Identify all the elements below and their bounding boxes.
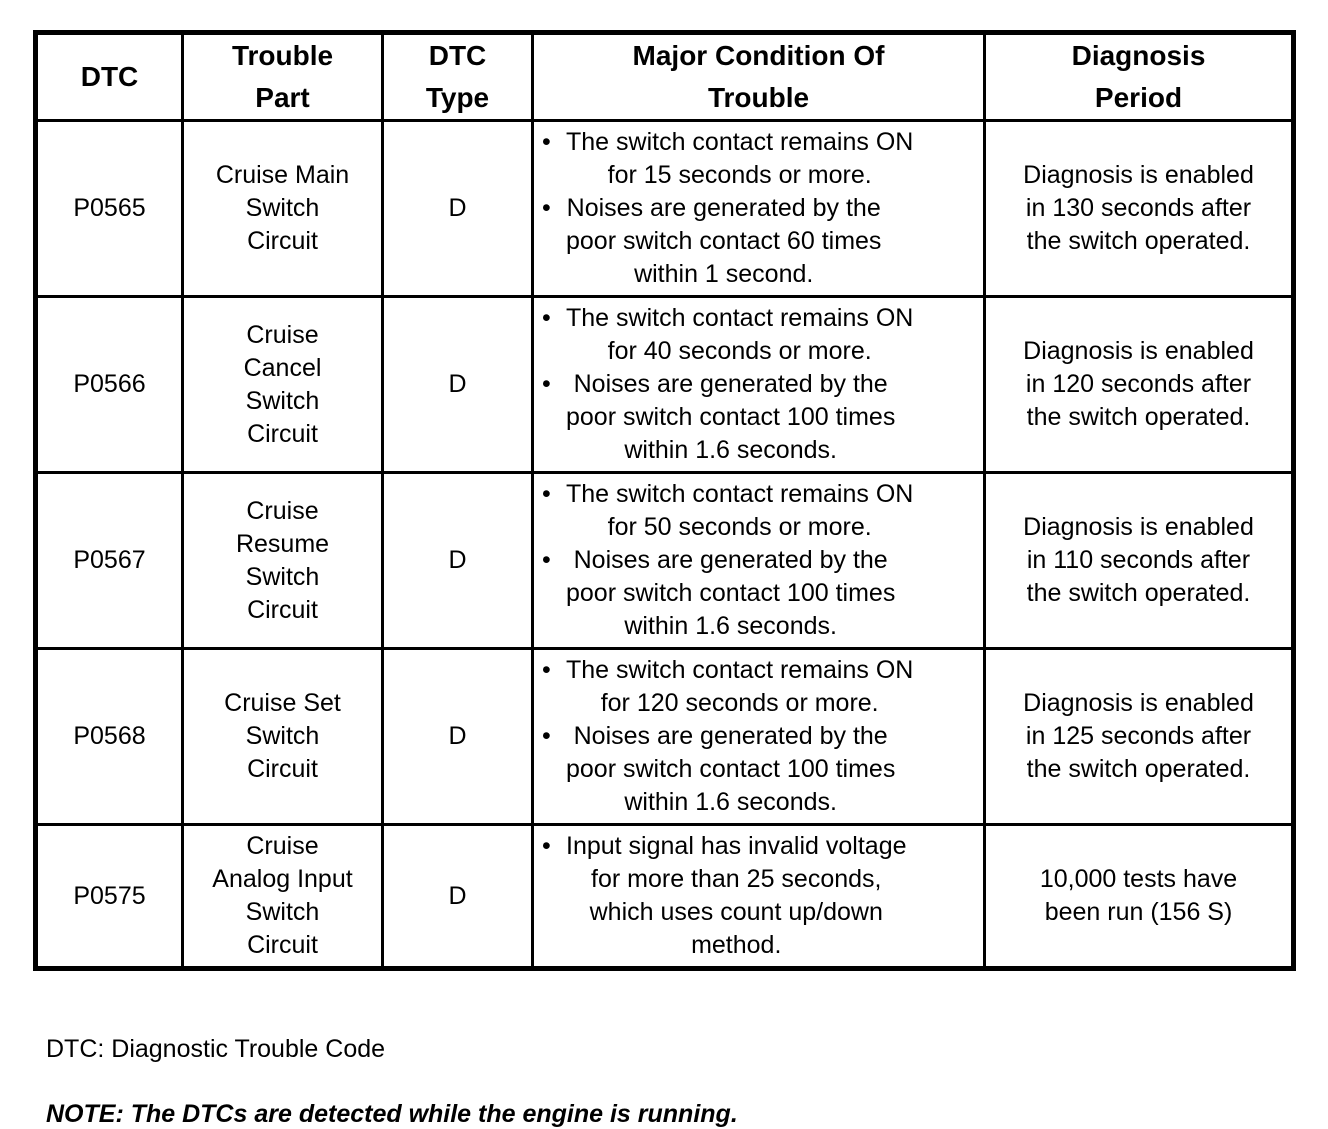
footnotes: DTC: Diagnostic Trouble Code NOTE: The D… [46, 1035, 1295, 1129]
bullet-icon: • [542, 128, 551, 156]
condition-item: • Noises are generated by the poor switc… [540, 544, 977, 643]
diagnosis-period: Diagnosis is enabled in 125 seconds afte… [983, 647, 1295, 826]
condition-text: Noises are generated by the poor switch … [566, 722, 896, 816]
dtc-code: P0567 [34, 471, 184, 650]
condition-item: • Noises are generated by the poor switc… [540, 192, 977, 291]
dtc-code: P0566 [34, 295, 184, 474]
dtc-type: D [381, 823, 534, 970]
condition-text: Noises are generated by the poor switch … [566, 546, 896, 640]
condition-text: The switch contact remains ON for 40 sec… [566, 304, 914, 365]
dtc-type: D [381, 295, 534, 474]
bullet-icon: • [542, 832, 551, 860]
bullet-icon: • [542, 546, 551, 574]
condition-text: Noises are generated by the poor switch … [566, 370, 896, 464]
condition-text: The switch contact remains ON for 15 sec… [566, 128, 914, 189]
condition-text: Input signal has invalid voltage for mor… [566, 832, 907, 959]
dtc-table: DTC Trouble Part DTC Type Major Conditio… [33, 30, 1296, 971]
dtc-type: D [381, 471, 534, 650]
table-row: P0566 Cruise Cancel Switch Circuit D • T… [34, 295, 1295, 474]
table-row: P0567 Cruise Resume Switch Circuit D • T… [34, 471, 1295, 650]
trouble-conditions: • The switch contact remains ON for 40 s… [531, 295, 986, 474]
condition-text: The switch contact remains ON for 120 se… [566, 656, 914, 717]
trouble-part: Cruise Cancel Switch Circuit [181, 295, 384, 474]
condition-item: • The switch contact remains ON for 120 … [540, 654, 977, 720]
bullet-icon: • [542, 194, 551, 222]
header-diagnosis-period: Diagnosis Period [983, 31, 1295, 122]
bullet-icon: • [542, 722, 551, 750]
bullet-icon: • [542, 480, 551, 508]
condition-item: • The switch contact remains ON for 15 s… [540, 126, 977, 192]
diagnosis-period: Diagnosis is enabled in 130 seconds afte… [983, 119, 1295, 298]
condition-item: • Noises are generated by the poor switc… [540, 720, 977, 819]
trouble-conditions: • The switch contact remains ON for 50 s… [531, 471, 986, 650]
trouble-conditions: • Input signal has invalid voltage for m… [531, 823, 986, 970]
trouble-part: Cruise Set Switch Circuit [181, 647, 384, 826]
dtc-code: P0565 [34, 119, 184, 298]
table-row: P0575 Cruise Analog Input Switch Circuit… [34, 823, 1295, 970]
condition-item: • Noises are generated by the poor switc… [540, 368, 977, 467]
bullet-icon: • [542, 370, 551, 398]
trouble-part: Cruise Main Switch Circuit [181, 119, 384, 298]
trouble-conditions: • The switch contact remains ON for 120 … [531, 647, 986, 826]
header-trouble-part: Trouble Part [181, 31, 384, 122]
diagnosis-period: Diagnosis is enabled in 110 seconds afte… [983, 471, 1295, 650]
diagnosis-period: 10,000 tests have been run (156 S) [983, 823, 1295, 970]
table-row: P0565 Cruise Main Switch Circuit D • The… [34, 119, 1295, 298]
condition-item: • The switch contact remains ON for 50 s… [540, 478, 977, 544]
dtc-code: P0568 [34, 647, 184, 826]
condition-item: • The switch contact remains ON for 40 s… [540, 302, 977, 368]
condition-text: The switch contact remains ON for 50 sec… [566, 480, 914, 541]
trouble-part: Cruise Analog Input Switch Circuit [181, 823, 384, 970]
bullet-icon: • [542, 656, 551, 684]
bullet-icon: • [542, 304, 551, 332]
condition-item: • Input signal has invalid voltage for m… [540, 830, 977, 962]
header-major-condition: Major Condition Of Trouble [531, 31, 986, 122]
header-dtc: DTC [34, 31, 184, 122]
table-row: P0568 Cruise Set Switch Circuit D • The … [34, 647, 1295, 826]
dtc-definition-text: DTC: Diagnostic Trouble Code [46, 1035, 386, 1063]
engine-running-note: NOTE: The DTCs are detected while the en… [46, 1100, 738, 1128]
header-dtc-type: DTC Type [381, 31, 534, 122]
trouble-conditions: • The switch contact remains ON for 15 s… [531, 119, 986, 298]
condition-text: Noises are generated by the poor switch … [566, 194, 882, 288]
dtc-type: D [381, 119, 534, 298]
dtc-type: D [381, 647, 534, 826]
diagnosis-period: Diagnosis is enabled in 120 seconds afte… [983, 295, 1295, 474]
table-header-row: DTC Trouble Part DTC Type Major Conditio… [34, 31, 1295, 122]
trouble-part: Cruise Resume Switch Circuit [181, 471, 384, 650]
dtc-code: P0575 [34, 823, 184, 970]
